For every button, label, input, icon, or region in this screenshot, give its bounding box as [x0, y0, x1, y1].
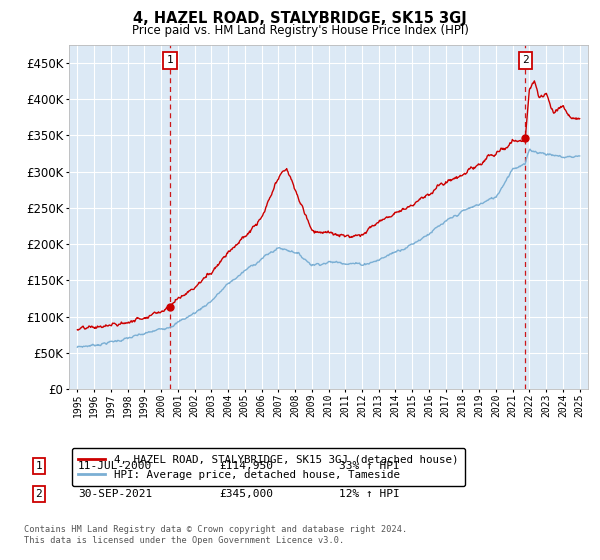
Text: 2: 2 [35, 489, 43, 499]
Text: 1: 1 [167, 55, 173, 66]
Legend: 4, HAZEL ROAD, STALYBRIDGE, SK15 3GJ (detached house), HPI: Average price, detac: 4, HAZEL ROAD, STALYBRIDGE, SK15 3GJ (de… [72, 448, 465, 487]
Text: 33% ↑ HPI: 33% ↑ HPI [339, 461, 400, 471]
Text: 11-JUL-2000: 11-JUL-2000 [78, 461, 152, 471]
Text: 4, HAZEL ROAD, STALYBRIDGE, SK15 3GJ: 4, HAZEL ROAD, STALYBRIDGE, SK15 3GJ [133, 11, 467, 26]
Text: 2: 2 [522, 55, 529, 66]
Text: Price paid vs. HM Land Registry's House Price Index (HPI): Price paid vs. HM Land Registry's House … [131, 24, 469, 36]
Text: 1: 1 [35, 461, 43, 471]
Text: £345,000: £345,000 [219, 489, 273, 499]
Text: 12% ↑ HPI: 12% ↑ HPI [339, 489, 400, 499]
Text: £114,950: £114,950 [219, 461, 273, 471]
Text: 30-SEP-2021: 30-SEP-2021 [78, 489, 152, 499]
Text: Contains HM Land Registry data © Crown copyright and database right 2024.
This d: Contains HM Land Registry data © Crown c… [24, 525, 407, 545]
